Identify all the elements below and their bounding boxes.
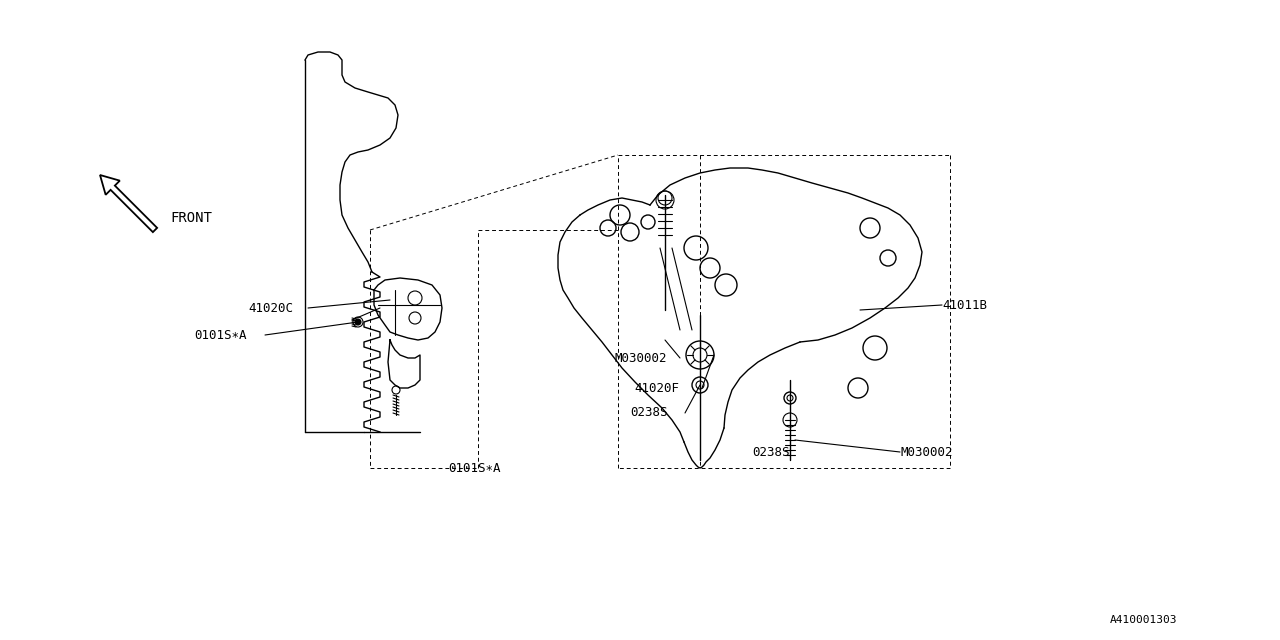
Text: 0238S: 0238S (630, 406, 667, 419)
Text: M030002: M030002 (900, 445, 952, 458)
Text: 41020F: 41020F (634, 381, 678, 394)
Text: 0101S∗A: 0101S∗A (448, 461, 500, 474)
Text: 41011B: 41011B (942, 298, 987, 312)
Circle shape (355, 319, 361, 325)
Text: 41020C: 41020C (248, 301, 293, 314)
Text: 0238S: 0238S (753, 445, 790, 458)
Text: A410001303: A410001303 (1110, 615, 1178, 625)
Text: FRONT: FRONT (170, 211, 212, 225)
Text: 0101S∗A: 0101S∗A (195, 328, 247, 342)
FancyArrow shape (100, 175, 157, 232)
Text: M030002: M030002 (614, 351, 667, 365)
